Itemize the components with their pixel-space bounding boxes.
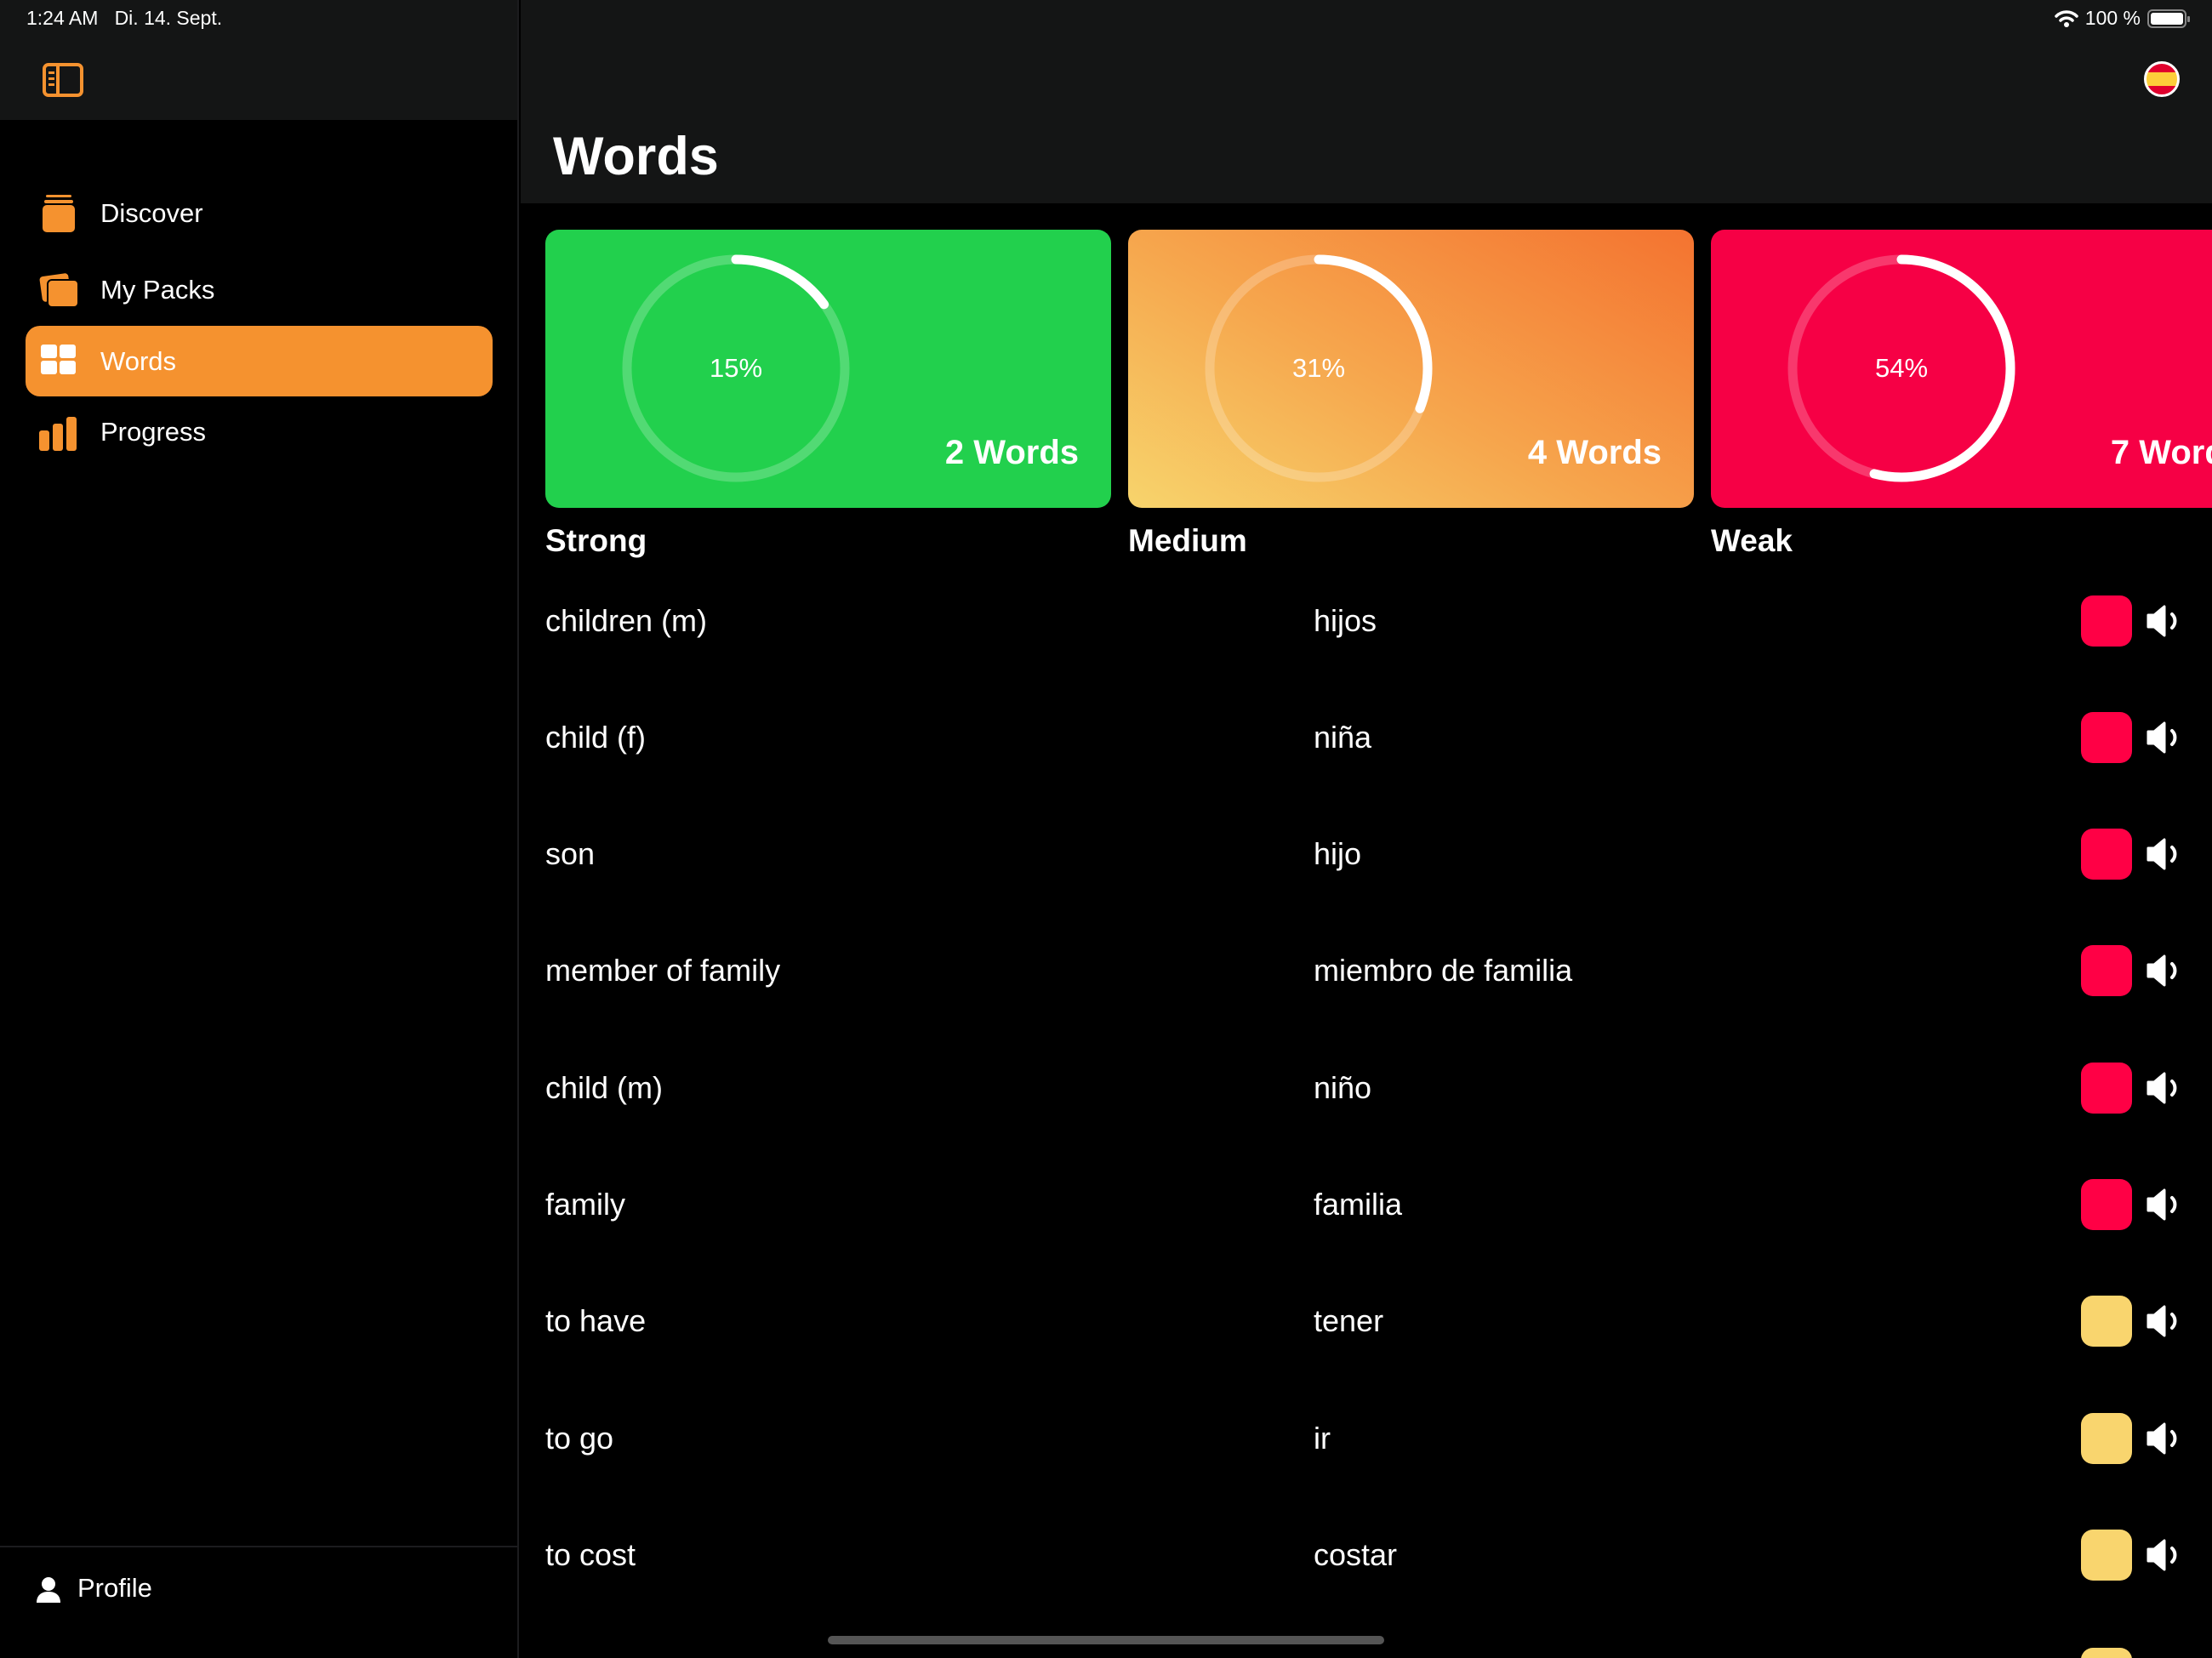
status-indicator [2081,1296,2132,1347]
word-row[interactable]: child (m) niño [521,1029,2212,1146]
word-row[interactable]: child (f) niña [521,679,2212,795]
speaker-icon[interactable] [2146,604,2183,638]
speaker-icon[interactable] [2146,1304,2183,1338]
word-count: 4 Words [1527,434,1662,471]
status-indicator [2081,711,2132,763]
word-row-partial[interactable] [521,1610,2212,1658]
word-count: 2 Words [944,434,1079,471]
status-time-date: 1:24 AM Di. 14. Sept. [26,7,222,30]
main-content: 100 % Words 15% 2 Words 31% 4 Words 54% … [521,0,2212,1658]
progress-ring [1787,254,2015,482]
home-indicator[interactable] [828,1636,1384,1644]
sidebar-item-label: Progress [100,416,207,447]
word-spanish: familia [1314,1187,1403,1222]
word-english: to cost [545,1536,636,1572]
sidebar-item-discover[interactable]: Discover [26,178,493,248]
grid-icon [41,344,76,374]
sidebar-item-progress[interactable]: Progress [26,396,493,467]
sidebar-item-label: Words [100,345,177,376]
word-english: child (m) [545,1069,664,1105]
sidebar-header: 1:24 AM Di. 14. Sept. [0,0,517,120]
speaker-icon[interactable] [2146,1071,2183,1105]
spain-flag-icon[interactable] [2144,61,2180,97]
percent-label: 31% [1291,353,1346,383]
word-row[interactable]: children (m) hijos [521,562,2212,679]
status-time: 1:24 AM [26,7,99,29]
card-label-strong: Strong [545,523,647,558]
percent-label: 54% [1874,353,1929,383]
card-strong[interactable]: 15% 2 Words [545,230,1111,508]
status-date: Di. 14. Sept. [114,7,223,29]
sidebar-item-words[interactable]: Words [26,326,493,396]
person-icon [37,1577,60,1603]
word-spanish: hijo [1314,836,1362,872]
speaker-icon[interactable] [2146,721,2183,755]
tray-stack-icon [43,194,75,232]
word-spanish: tener [1314,1303,1384,1339]
status-indicator [2081,1062,2132,1114]
main-header: 100 % Words [521,0,2212,203]
status-indicator [2081,829,2132,880]
word-row[interactable]: family familia [521,1147,2212,1263]
status-indicator [2081,595,2132,647]
word-row[interactable]: son hijo [521,796,2212,913]
word-english: member of family [545,953,781,989]
status-indicator [2081,1648,2132,1658]
sidebar-item-label: My Packs [100,274,215,305]
card-label-medium: Medium [1128,523,1247,558]
word-spanish: hijos [1314,602,1377,638]
progress-ring [1205,254,1433,482]
wifi-icon [2055,9,2078,27]
page-title: Words [553,127,719,186]
profile-label: Profile [77,1573,152,1603]
word-spanish: costar [1314,1536,1398,1572]
battery-percent: 100 % [2084,7,2141,29]
word-english: to have [545,1303,647,1339]
card-label-weak: Weak [1711,523,1793,558]
sidebar-item-my-packs[interactable]: My Packs [26,254,493,325]
bar-chart-icon [39,416,77,451]
speaker-icon[interactable] [2146,1188,2183,1222]
speaker-icon[interactable] [2146,954,2183,988]
word-spanish: miembro de familia [1314,953,1573,989]
sidebar: 1:24 AM Di. 14. Sept. Discover My Packs … [0,0,519,1658]
card-weak[interactable]: 54% 7 Words [1711,230,2212,508]
sidebar-toggle-icon[interactable] [43,63,83,97]
word-english: children (m) [545,602,708,638]
status-indicator [2081,945,2132,997]
word-row[interactable]: to go ir [521,1380,2212,1496]
battery-icon [2147,9,2190,28]
word-english: son [545,836,596,872]
percent-label: 15% [709,353,763,383]
profile-button[interactable]: Profile [0,1546,517,1658]
status-right: 100 % [2055,7,2190,30]
word-english: to go [545,1420,614,1456]
status-indicator [2081,1412,2132,1464]
word-english: family [545,1187,626,1222]
speaker-icon[interactable] [2146,837,2183,871]
word-english: child (f) [545,719,647,755]
word-count: 7 Words [2110,434,2212,471]
word-row[interactable]: to have tener [521,1263,2212,1380]
word-spanish: niño [1314,1069,1372,1105]
word-spanish: ir [1314,1420,1331,1456]
progress-ring [622,254,850,482]
word-row[interactable]: member of family miembro de familia [521,913,2212,1029]
card-medium[interactable]: 31% 4 Words [1128,230,1694,508]
cards-stack-icon [39,272,79,308]
status-indicator [2081,1529,2132,1581]
speaker-icon[interactable] [2146,1422,2183,1456]
speaker-icon[interactable] [2146,1538,2183,1572]
status-indicator [2081,1179,2132,1230]
word-spanish: niña [1314,719,1372,755]
sidebar-item-label: Discover [100,197,203,228]
word-row[interactable]: to cost costar [521,1496,2212,1613]
